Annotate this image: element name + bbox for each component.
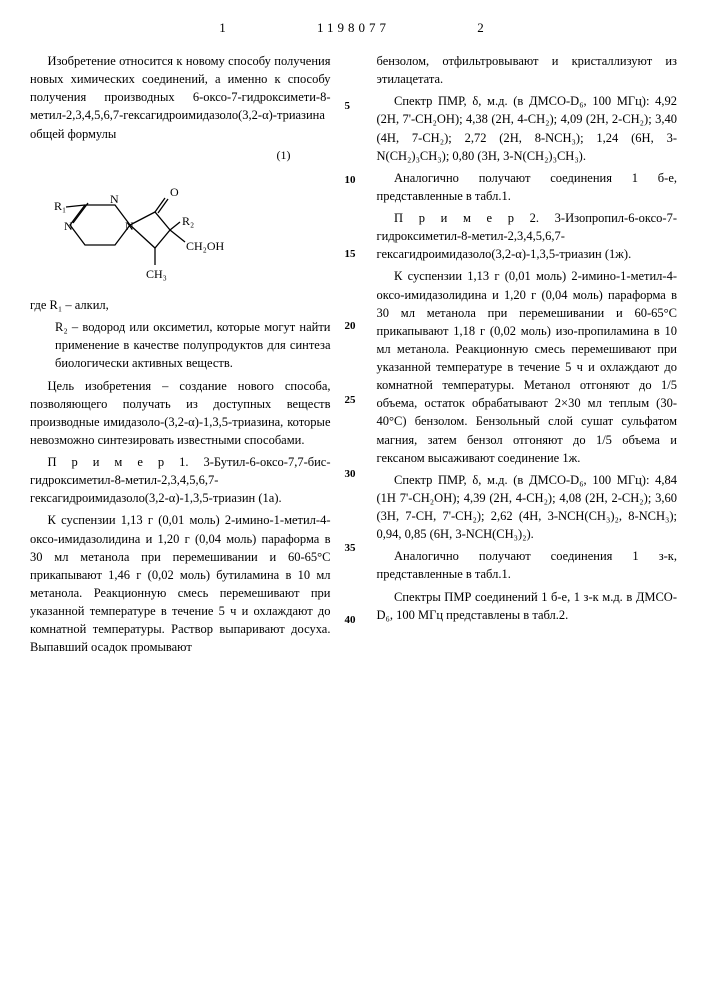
right-p7: Аналогично получают соединения 1 з-к, пр… bbox=[377, 547, 678, 583]
left-column: Изобретение относится к новому способу п… bbox=[30, 52, 331, 660]
formula-ref: (1) bbox=[30, 147, 331, 164]
right-p8: Спектры ПМР соединений 1 б-е, 1 з-к м.д.… bbox=[377, 588, 678, 624]
svg-text:O: O bbox=[170, 185, 179, 199]
line-number-gutter: 5 10 15 20 25 30 35 40 bbox=[345, 52, 363, 660]
svg-text:N: N bbox=[125, 219, 134, 233]
right-column: бензолом, отфильтровывают и кристаллизую… bbox=[377, 52, 678, 660]
page-num-left: 1 bbox=[219, 20, 230, 36]
right-p5: К суспензии 1,13 г (0,01 моль) 2-имино-1… bbox=[377, 267, 678, 466]
ln-5: 5 bbox=[345, 100, 351, 112]
right-p3: Аналогично получают соединения 1 б-е, пр… bbox=[377, 169, 678, 205]
svg-text:CH₂OH: CH₂OH bbox=[186, 239, 225, 253]
svg-text:N: N bbox=[110, 192, 119, 206]
ln-10: 10 bbox=[345, 174, 356, 186]
page-num-right: 2 bbox=[477, 20, 488, 36]
left-p5: К суспензии 1,13 г (0,01 моль) 2-имино-1… bbox=[30, 511, 331, 656]
left-p2a: где R₁ – алкил, bbox=[30, 296, 331, 314]
ln-40: 40 bbox=[345, 614, 356, 626]
left-p4: П р и м е р 1. 3-Бутил-6-оксо-7,7-бис-ги… bbox=[30, 453, 331, 507]
ln-35: 35 bbox=[345, 542, 356, 554]
right-p2: Спектр ПМР, δ, м.д. (в ДМСО-D₆, 100 МГц)… bbox=[377, 92, 678, 165]
right-p6: Спектр ПМР, δ, м.д. (в ДМСО-D₆, 100 МГц)… bbox=[377, 471, 678, 544]
ln-20: 20 bbox=[345, 320, 356, 332]
left-p1: Изобретение относится к новому способу п… bbox=[30, 52, 331, 143]
svg-text:R₂: R₂ bbox=[182, 214, 194, 228]
svg-text:CH₃: CH₃ bbox=[146, 267, 167, 281]
svg-text:N: N bbox=[64, 219, 73, 233]
left-p3: Цель изобретения – создание нового спосо… bbox=[30, 377, 331, 450]
doc-number: 1198077 bbox=[317, 20, 390, 36]
page-header: 1 1198077 2 bbox=[30, 20, 677, 36]
right-p1: бензолом, отфильтровывают и кристаллизую… bbox=[377, 52, 678, 88]
ln-15: 15 bbox=[345, 248, 356, 260]
right-p4: П р и м е р 2. 3-Изопропил-6-оксо-7-гидр… bbox=[377, 209, 678, 263]
svg-text:R₁: R₁ bbox=[54, 199, 66, 213]
two-column-layout: Изобретение относится к новому способу п… bbox=[30, 52, 677, 660]
chemical-structure: R₁ N N N O R₂ CH₂OH CH₃ bbox=[30, 170, 331, 290]
ln-25: 25 bbox=[345, 394, 356, 406]
left-p2b: R₂ – водород или оксиметил, которые могу… bbox=[30, 318, 331, 372]
ln-30: 30 bbox=[345, 468, 356, 480]
